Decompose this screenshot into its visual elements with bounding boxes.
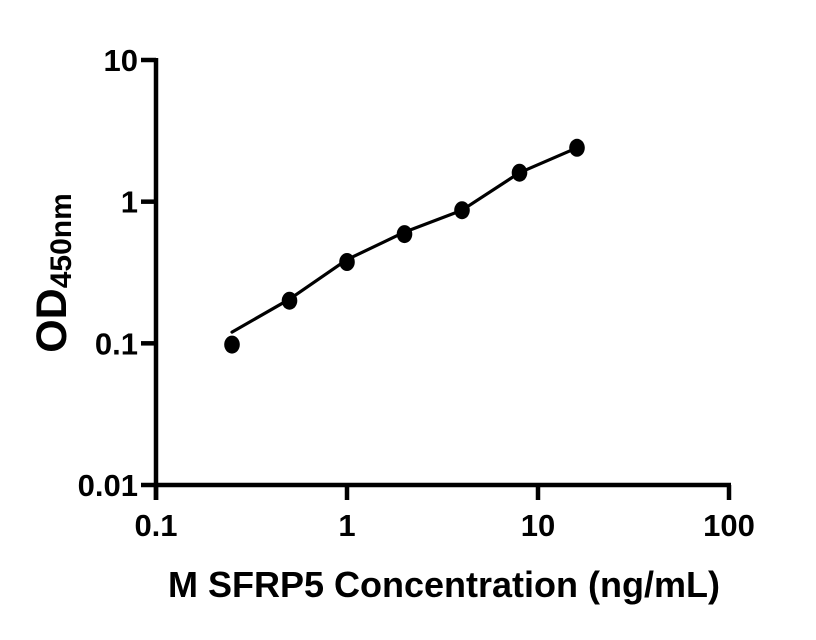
y-axis-title-subscript: 450nm <box>45 193 78 288</box>
x-axis-title: M SFRP5 Concentration (ng/mL) <box>168 564 720 605</box>
data-point <box>224 335 240 354</box>
y-tick-label: 10 <box>104 43 138 78</box>
y-tick-label: 1 <box>121 185 138 220</box>
y-axis-title-main: OD <box>28 288 76 353</box>
axes <box>153 58 731 500</box>
x-tick-label: 0.1 <box>134 508 177 543</box>
data-point <box>511 163 528 182</box>
data-points-group <box>224 138 585 354</box>
data-point <box>454 201 470 220</box>
data-point <box>396 225 413 244</box>
y-axis-title: OD450nm <box>28 193 78 353</box>
data-point <box>339 253 355 271</box>
y-axis-ticks: 10 1 0.1 0.01 <box>78 43 156 503</box>
data-point <box>569 138 585 157</box>
y-tick-label: 0.1 <box>95 326 138 361</box>
x-tick-label: 100 <box>703 508 755 543</box>
y-tick-label: 0.01 <box>78 468 138 503</box>
x-tick-label: 1 <box>338 508 355 543</box>
x-axis-ticks: 0.1 1 10 100 <box>134 485 755 543</box>
x-tick-label: 10 <box>521 508 555 543</box>
data-point <box>281 291 298 310</box>
